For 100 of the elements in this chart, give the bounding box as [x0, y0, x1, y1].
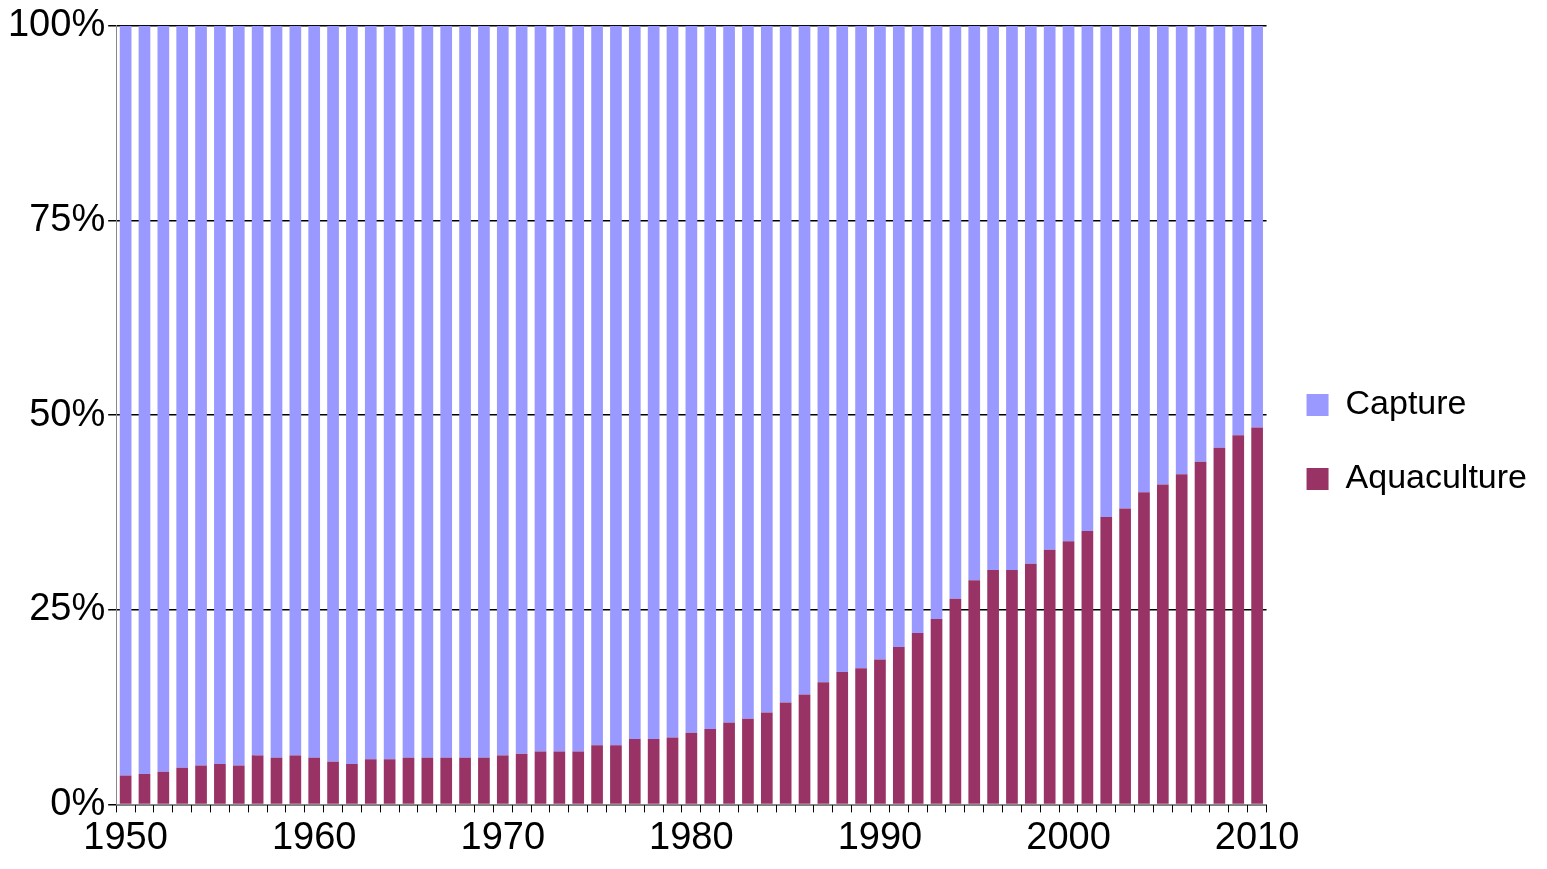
bar	[232, 25, 245, 766]
bar	[742, 718, 754, 804]
bar	[1251, 25, 1263, 428]
bar	[723, 722, 735, 804]
bar	[214, 763, 226, 804]
bar	[798, 694, 811, 804]
bar	[760, 712, 773, 804]
bar	[1213, 447, 1226, 804]
bar	[798, 25, 811, 695]
bar	[685, 25, 698, 733]
bar	[364, 759, 377, 804]
bar	[779, 702, 792, 804]
bar	[666, 25, 679, 738]
bar	[289, 755, 302, 804]
bar	[214, 25, 226, 764]
bar	[704, 25, 717, 729]
legend-label: Aquaculture	[1345, 457, 1528, 496]
bar	[836, 25, 849, 673]
bar	[289, 25, 302, 756]
bar	[704, 728, 717, 804]
bar	[1006, 25, 1018, 571]
bar	[402, 25, 415, 758]
bar	[949, 25, 962, 599]
bar	[987, 570, 999, 804]
bar	[534, 751, 547, 804]
y-tick-label: 50%	[29, 391, 106, 434]
bar	[1024, 25, 1037, 564]
bar	[855, 25, 867, 669]
bar	[346, 763, 358, 804]
bar	[421, 25, 434, 758]
bar	[874, 659, 886, 804]
bar	[383, 25, 396, 760]
bar	[779, 25, 792, 703]
bar	[874, 25, 886, 660]
bar	[949, 598, 962, 804]
bar	[251, 755, 264, 804]
bar	[1138, 25, 1150, 493]
x-tick-label: 2010	[1214, 814, 1300, 857]
x-tick-label: 1970	[460, 814, 546, 857]
bar	[364, 25, 377, 760]
bar	[1100, 517, 1113, 804]
bar	[402, 757, 415, 804]
bar	[308, 757, 321, 804]
bar	[270, 757, 283, 804]
legend-label: Capture	[1345, 383, 1467, 422]
bar	[591, 745, 603, 804]
bar	[911, 633, 924, 804]
bar	[1156, 484, 1169, 804]
bar	[232, 765, 245, 804]
bar	[440, 25, 453, 758]
bar	[817, 682, 830, 804]
bar	[1062, 25, 1075, 542]
bar	[1175, 25, 1188, 475]
bar	[1175, 474, 1188, 804]
bar	[157, 771, 170, 804]
bar	[666, 737, 679, 804]
bar	[855, 668, 867, 804]
bar	[251, 25, 264, 756]
bar	[496, 755, 509, 804]
bar	[911, 25, 924, 634]
bar	[892, 25, 905, 648]
bar	[723, 25, 735, 723]
bar	[685, 732, 698, 804]
bar	[572, 751, 585, 804]
bar	[1006, 570, 1018, 804]
y-tick-label: 25%	[29, 586, 106, 629]
bar	[930, 619, 943, 804]
bar	[478, 25, 490, 758]
y-tick-label: 75%	[29, 196, 106, 239]
bar	[610, 25, 622, 746]
bar	[572, 25, 585, 752]
bar	[892, 647, 905, 804]
bar	[327, 761, 339, 804]
bar	[817, 25, 830, 683]
bar	[459, 757, 471, 804]
bar	[534, 25, 547, 752]
bar	[591, 25, 603, 746]
bar	[1156, 25, 1169, 485]
bar	[1251, 427, 1263, 804]
x-tick-label: 1980	[649, 814, 734, 857]
bar	[138, 774, 151, 804]
bar	[1194, 461, 1207, 804]
x-tick-label: 1990	[837, 814, 923, 857]
bar	[647, 739, 660, 804]
bar	[1024, 563, 1037, 804]
bar	[610, 745, 622, 804]
bar	[930, 25, 943, 620]
bar	[176, 25, 189, 768]
bar	[1062, 541, 1075, 804]
bar	[628, 739, 641, 804]
bar	[1081, 531, 1094, 804]
bar	[138, 25, 151, 775]
bar	[647, 25, 660, 739]
bar	[383, 759, 396, 804]
x-tick-label: 1960	[271, 814, 357, 857]
bar	[119, 25, 132, 776]
y-tick-label: 100%	[7, 2, 106, 45]
bar	[176, 767, 189, 804]
bar	[1232, 435, 1245, 804]
bar	[1194, 25, 1207, 462]
